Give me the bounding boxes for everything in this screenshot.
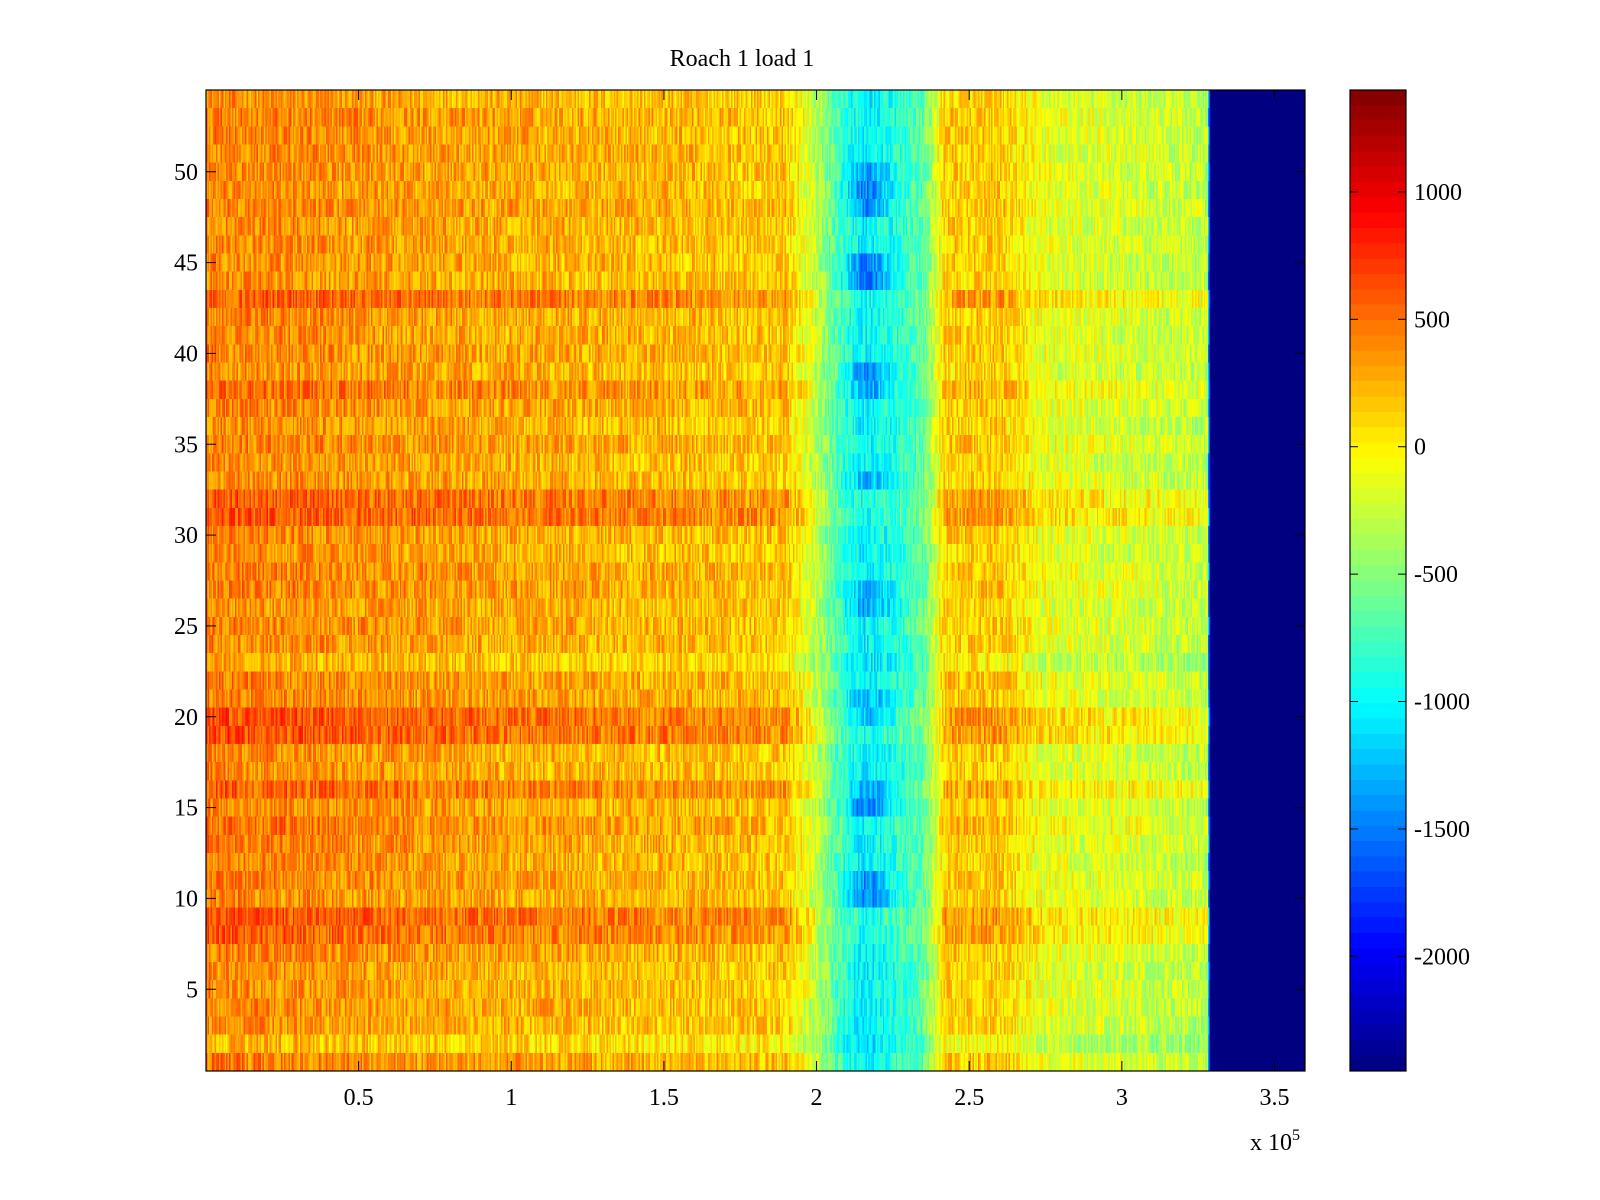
x-tick-label: 2.5 bbox=[954, 1085, 984, 1111]
x-tick-label: 3 bbox=[1116, 1085, 1128, 1111]
x-tick-label: 1.5 bbox=[649, 1085, 679, 1111]
y-tick-label: 45 bbox=[174, 251, 198, 277]
colorbar-tick-label: 500 bbox=[1414, 307, 1450, 333]
colorbar-tick-label: 1000 bbox=[1414, 180, 1462, 206]
x-exponent-power: 5 bbox=[1292, 1127, 1300, 1144]
colorbar-tick-label: 0 bbox=[1414, 435, 1426, 461]
chart-title: Roach 1 load 1 bbox=[670, 46, 815, 72]
colorbar-image bbox=[1350, 90, 1406, 1071]
y-tick-label: 35 bbox=[174, 432, 198, 458]
y-axis: 5 10 15 20 25 30 35 40 45 50 bbox=[174, 160, 1305, 1003]
x-tick-label: 0.5 bbox=[344, 1085, 374, 1111]
colorbar-tick-label: -500 bbox=[1414, 562, 1458, 588]
x-axis: 0.5 1 1.5 2 2.5 3 3.5 bbox=[344, 90, 1289, 1111]
heatmap bbox=[206, 90, 1305, 1071]
x-exponent-label: x 105 bbox=[1250, 1127, 1300, 1156]
x-tick-label: 1 bbox=[505, 1085, 517, 1111]
x-tick-label: 3.5 bbox=[1259, 1085, 1289, 1111]
y-tick-label: 5 bbox=[186, 977, 198, 1003]
y-tick-label: 50 bbox=[174, 160, 198, 186]
colorbar-tick-label: -1500 bbox=[1414, 817, 1470, 843]
colorbar-tick-label: -2000 bbox=[1414, 944, 1470, 970]
y-tick-label: 15 bbox=[174, 796, 198, 822]
colorbar-ticks: 1000 500 0 -500 -1000 -1500 -2000 bbox=[1350, 180, 1470, 970]
colorbar-frame bbox=[1349, 89, 1407, 1072]
x-exponent-prefix: x 10 bbox=[1250, 1130, 1292, 1156]
y-tick-label: 40 bbox=[174, 341, 198, 367]
colorbar-tick-label: -1000 bbox=[1414, 690, 1470, 716]
heatmap-image bbox=[206, 90, 1305, 1071]
colorbar: 1000 500 0 -500 -1000 -1500 -2000 bbox=[1349, 89, 1470, 1072]
y-tick-label: 20 bbox=[174, 705, 198, 731]
x-tick-label: 2 bbox=[811, 1085, 823, 1111]
plot-frame bbox=[205, 89, 1306, 1072]
y-tick-label: 30 bbox=[174, 523, 198, 549]
y-tick-label: 25 bbox=[174, 614, 198, 640]
y-tick-label: 10 bbox=[174, 886, 198, 912]
